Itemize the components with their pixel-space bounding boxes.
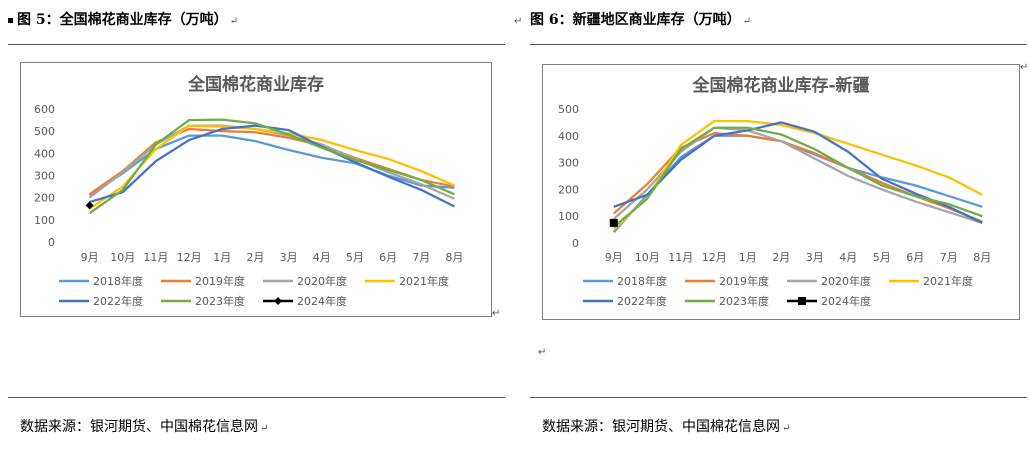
x-tick-label: 10月 bbox=[635, 251, 660, 264]
chart-title: 全国棉花商业库存 bbox=[187, 74, 324, 95]
x-tick-label: 6月 bbox=[906, 251, 924, 264]
x-tick-label: 3月 bbox=[280, 251, 298, 264]
legend-label: 2023年度 bbox=[195, 294, 245, 308]
x-tick-label: 2月 bbox=[246, 251, 264, 264]
data-point bbox=[609, 218, 618, 227]
series-line bbox=[613, 131, 983, 223]
figure-6-panel: 图 6：新疆地区商业库存（万吨） ↵ 全国棉花商业库存-新疆 0 100 200 300 4… bbox=[530, 0, 1027, 450]
legend-label: 2018年度 bbox=[617, 274, 667, 288]
legend-label: 2024年度 bbox=[297, 294, 347, 308]
x-tick-label: 7月 bbox=[412, 251, 430, 264]
series-line bbox=[613, 126, 983, 228]
series-line bbox=[88, 134, 455, 197]
legend-label: 2024年度 bbox=[821, 294, 871, 308]
legend-label: 2022年度 bbox=[93, 294, 143, 308]
caption-rule bbox=[530, 44, 1027, 45]
legend-label: 2023年度 bbox=[719, 294, 769, 308]
figure-5-source: 数据来源：银河期货、中国棉花信息网 ↵ bbox=[20, 419, 269, 435]
legend-label: 2021年度 bbox=[399, 274, 449, 288]
x-tick-label: 8月 bbox=[973, 251, 991, 264]
y-tick-label: 300 bbox=[34, 170, 55, 183]
chart-svg: 全国棉花商业库存 0 100 200 300 400 500 600 9月 10月 11月 12月 1月… bbox=[34, 74, 463, 308]
series-line bbox=[89, 124, 455, 208]
x-tick-label: 4月 bbox=[839, 251, 857, 264]
y-tick-label: 0 bbox=[572, 237, 579, 250]
paragraph-mark-icon: ↵ bbox=[782, 423, 791, 434]
y-tick-label: 100 bbox=[558, 210, 579, 223]
paragraph-mark-icon: ↵ bbox=[742, 16, 752, 27]
x-tick-label: 5月 bbox=[346, 251, 364, 264]
y-tick-label: 600 bbox=[34, 103, 55, 116]
paragraph-mark-icon: ↵ bbox=[260, 423, 269, 434]
x-tick-label: 9月 bbox=[605, 251, 623, 264]
x-tick-label: 7月 bbox=[940, 251, 958, 264]
legend-label: 2021年度 bbox=[923, 274, 973, 288]
x-tick-label: 1月 bbox=[213, 251, 231, 264]
x-tick-label: 1月 bbox=[739, 251, 757, 264]
bullet-icon bbox=[8, 17, 13, 23]
caption-rule bbox=[8, 44, 505, 45]
paragraph-mark-icon: ↵ bbox=[492, 308, 501, 319]
legend-marker bbox=[798, 297, 806, 305]
x-tick-label: 5月 bbox=[873, 251, 891, 264]
figure-5-panel: 图 5：全国棉花商业库存（万吨） ↵ 全国棉花商业库存 0 100 200 300 400 5… bbox=[8, 0, 505, 450]
figure-6-caption: 图 6：新疆地区商业库存（万吨） ↵ bbox=[530, 12, 752, 28]
chart-title: 全国棉花商业库存-新疆 bbox=[691, 75, 869, 96]
x-tick-label: 10月 bbox=[110, 251, 135, 264]
source-rule bbox=[8, 397, 505, 398]
paragraph-mark-icon: ↵ bbox=[229, 16, 239, 27]
legend-label: 2022年度 bbox=[617, 294, 667, 308]
legend-label: 2018年度 bbox=[93, 274, 143, 288]
y-tick-label: 300 bbox=[558, 157, 579, 170]
paragraph-mark-icon: ↵ bbox=[1020, 62, 1029, 73]
chart-svg: 全国棉花商业库存-新疆 0 100 200 300 400 500 9月 10月 11月 12月 1月… bbox=[558, 75, 991, 308]
chart-national-stock: 全国棉花商业库存 0 100 200 300 400 500 600 9月 10月 11月 12月 1月… bbox=[20, 62, 492, 317]
legend-label: 2020年度 bbox=[821, 274, 871, 288]
x-tick-label: 6月 bbox=[379, 251, 397, 264]
legend-label: 2019年度 bbox=[719, 274, 769, 288]
x-tick-label: 12月 bbox=[177, 251, 202, 264]
y-tick-label: 500 bbox=[34, 125, 55, 138]
series-line bbox=[612, 119, 983, 231]
series-line bbox=[613, 121, 983, 224]
y-tick-label: 100 bbox=[34, 214, 55, 227]
series-line bbox=[88, 118, 455, 215]
figure-5-caption: 图 5：全国棉花商业库存（万吨） ↵ bbox=[8, 9, 238, 29]
data-point bbox=[85, 201, 94, 210]
x-tick-label: 2月 bbox=[772, 251, 790, 264]
x-tick-label: 4月 bbox=[313, 251, 331, 264]
paragraph-mark-icon: ↵ bbox=[514, 16, 523, 27]
chart-xinjiang-stock: 全国棉花商业库存-新疆 0 100 200 300 400 500 9月 10月 11月 12月 1月… bbox=[542, 64, 1020, 320]
legend-label: 2020年度 bbox=[297, 274, 347, 288]
figure-6-source: 数据来源：银河期货、中国棉花信息网 ↵ bbox=[542, 419, 791, 435]
y-tick-label: 500 bbox=[558, 103, 579, 116]
x-tick-label: 3月 bbox=[806, 251, 824, 264]
x-tick-label: 8月 bbox=[445, 251, 463, 264]
y-tick-label: 0 bbox=[48, 236, 55, 249]
y-tick-label: 200 bbox=[558, 183, 579, 196]
legend-marker bbox=[274, 297, 282, 305]
y-tick-label: 400 bbox=[558, 130, 579, 143]
x-tick-label: 11月 bbox=[143, 251, 168, 264]
y-tick-label: 200 bbox=[34, 192, 55, 205]
y-tick-label: 400 bbox=[34, 147, 55, 160]
source-rule bbox=[530, 397, 1027, 398]
x-tick-label: 12月 bbox=[702, 251, 727, 264]
x-tick-label: 9月 bbox=[81, 251, 99, 264]
paragraph-mark-icon: ↵ bbox=[538, 347, 547, 358]
x-tick-label: 11月 bbox=[668, 251, 693, 264]
series-line bbox=[88, 124, 455, 210]
legend-label: 2019年度 bbox=[195, 274, 245, 288]
